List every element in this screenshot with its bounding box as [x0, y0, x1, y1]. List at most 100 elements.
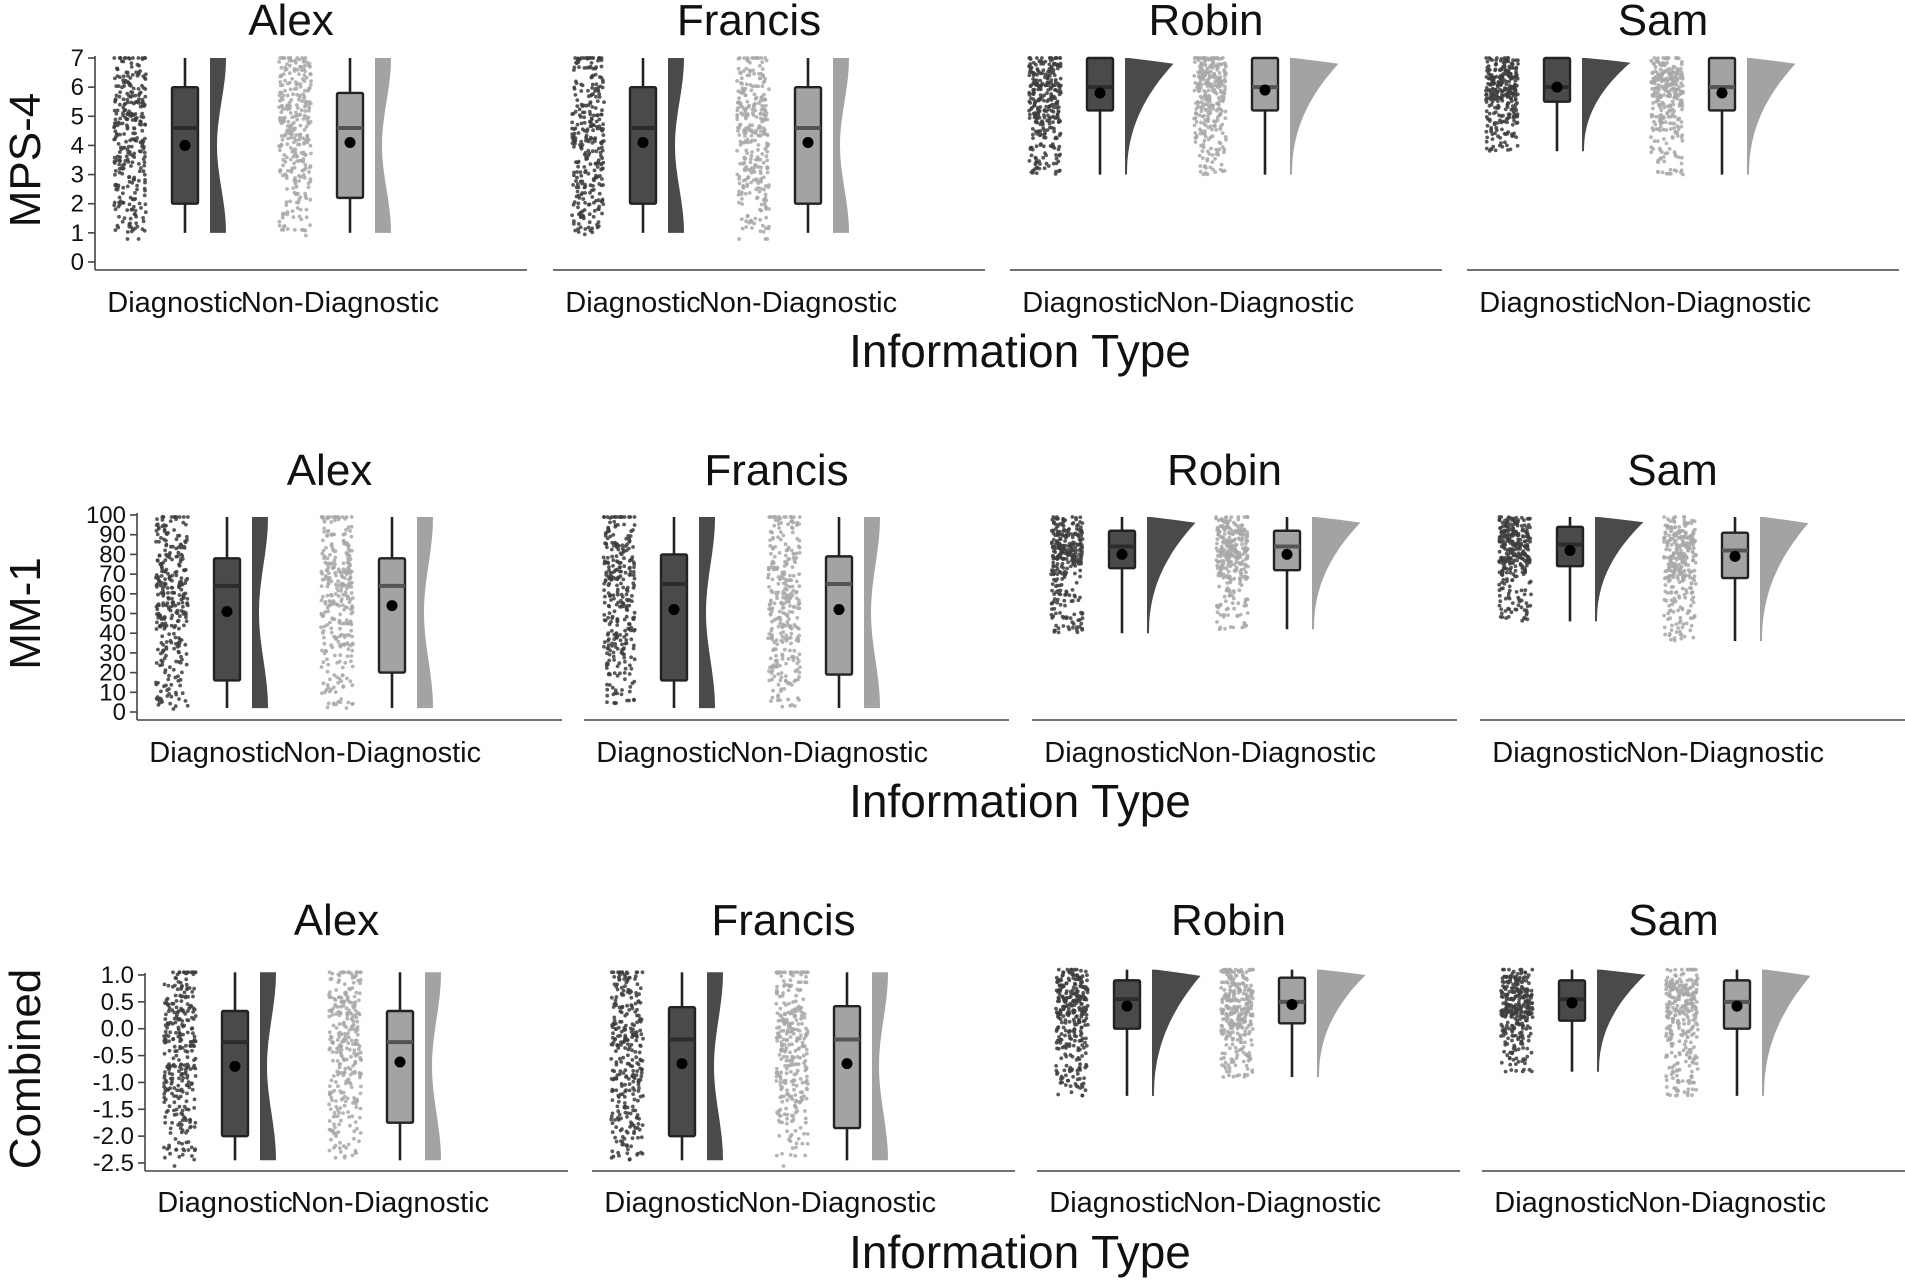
data-point [744, 126, 749, 130]
data-point [1653, 91, 1658, 96]
data-point [594, 199, 598, 203]
data-point [1675, 133, 1680, 138]
data-point [177, 697, 181, 701]
data-point [1502, 563, 1507, 568]
data-point [125, 91, 130, 96]
data-point [779, 530, 783, 534]
data-point [279, 73, 283, 78]
data-point [1499, 89, 1504, 94]
data-point [349, 524, 354, 529]
data-point [575, 104, 580, 108]
data-point [601, 555, 606, 560]
data-point [1663, 120, 1668, 125]
data-point [164, 543, 169, 548]
data-point [1244, 577, 1248, 582]
data-point [1524, 608, 1529, 613]
data-point [139, 206, 143, 210]
data-point [1509, 610, 1514, 615]
density-cloud [1312, 517, 1361, 630]
data-point [756, 143, 761, 147]
group-non-diagnostic: Non-Diagnostic [1626, 515, 1824, 769]
data-point [591, 123, 596, 127]
data-point [171, 707, 176, 711]
data-point [1218, 127, 1223, 131]
data-point [1057, 118, 1062, 122]
data-point [765, 158, 769, 163]
data-point [1675, 124, 1680, 129]
data-point [588, 119, 592, 124]
data-point [600, 145, 604, 150]
data-point [1219, 566, 1224, 571]
data-point [1072, 612, 1077, 617]
data-point [787, 617, 791, 621]
data-point [331, 685, 336, 690]
data-point [616, 575, 621, 580]
data-point [121, 113, 125, 118]
data-point [163, 621, 168, 626]
data-point [605, 555, 610, 560]
data-point [751, 111, 755, 116]
data-point [607, 658, 612, 663]
data-point [1076, 560, 1080, 565]
data-point [1679, 120, 1684, 124]
data-point [1692, 614, 1697, 618]
data-point [157, 553, 162, 558]
data-point [131, 56, 135, 60]
data-point [283, 88, 287, 93]
data-point [1520, 556, 1525, 561]
data-point [184, 534, 189, 539]
data-point [1653, 81, 1657, 86]
data-point [294, 103, 299, 107]
data-point [1027, 70, 1032, 74]
data-point [1049, 572, 1053, 577]
data-point [790, 654, 794, 659]
data-point [1192, 88, 1197, 93]
data-point [1063, 551, 1068, 556]
data-point [1488, 93, 1493, 98]
data-point [1513, 568, 1518, 573]
panel-title: Alex [248, 0, 334, 45]
data-point [319, 515, 324, 519]
data-point [349, 654, 354, 658]
data-point [307, 170, 311, 174]
data-point [795, 696, 800, 700]
data-point [761, 175, 766, 180]
data-point [1680, 133, 1685, 138]
data-point [780, 625, 785, 629]
data-point [741, 162, 745, 166]
data-point [1215, 610, 1220, 615]
data-point [1075, 523, 1079, 528]
data-point [300, 56, 304, 60]
data-point [759, 186, 764, 191]
data-point [740, 226, 745, 231]
data-point [1198, 56, 1203, 60]
data-point [580, 191, 585, 195]
data-point [1073, 571, 1077, 576]
data-point [772, 640, 777, 644]
data-point [1501, 529, 1506, 534]
data-point [123, 56, 128, 60]
data-point [749, 157, 753, 161]
data-point [599, 154, 603, 158]
data-point [761, 230, 766, 234]
data-point [622, 655, 627, 660]
data-point [1649, 150, 1654, 155]
data-point [1522, 616, 1526, 620]
data-point [1690, 533, 1694, 538]
data-point [1669, 542, 1674, 547]
data-point [762, 97, 767, 102]
data-point [597, 191, 602, 196]
data-point [1521, 534, 1526, 539]
data-point [174, 515, 179, 519]
data-point [1510, 578, 1515, 583]
data-point [599, 56, 604, 60]
data-point [1506, 130, 1511, 134]
data-point [761, 106, 766, 111]
data-point [612, 658, 616, 662]
data-point [285, 142, 290, 147]
data-point [1221, 575, 1226, 580]
data-point [1064, 535, 1068, 540]
data-point [624, 614, 629, 619]
data-point [307, 108, 311, 113]
data-point [342, 635, 347, 640]
